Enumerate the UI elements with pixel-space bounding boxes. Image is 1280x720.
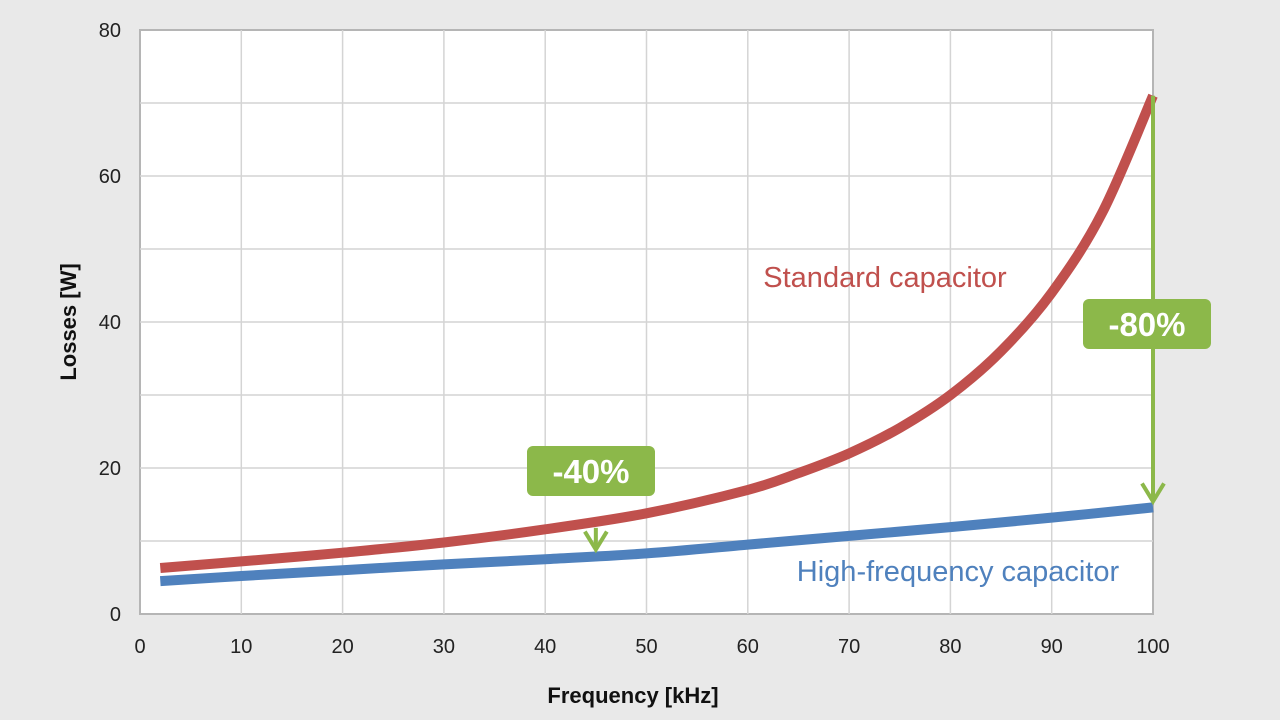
- grid: [140, 30, 1153, 614]
- x-tick-label: 90: [1041, 636, 1063, 658]
- y-tick-label: 60: [99, 166, 121, 188]
- x-tick-label: 10: [230, 636, 252, 658]
- x-axis-ticks: 0 10 20 30 40 50 60 70 80 90 100: [134, 636, 1169, 658]
- x-tick-label: 80: [939, 636, 961, 658]
- standard-capacitor-label: Standard capacitor: [763, 262, 1007, 294]
- x-tick-label: 40: [534, 636, 556, 658]
- annotation-layer: -40% -80%: [527, 95, 1211, 554]
- x-axis-title: Frequency [kHz]: [547, 683, 718, 708]
- x-tick-label: 0: [134, 636, 145, 658]
- high-frequency-capacitor-label: High-frequency capacitor: [797, 556, 1120, 588]
- y-axis-title: Losses [W]: [56, 263, 81, 380]
- callout-80-percent-box: [1083, 299, 1211, 349]
- x-tick-label: 20: [331, 636, 353, 658]
- x-tick-label: 60: [737, 636, 759, 658]
- y-tick-label: 20: [99, 458, 121, 480]
- callout-40-percent-box: [527, 446, 655, 496]
- callout-40-percent-arrow-head: [583, 530, 609, 554]
- callout-80-percent-arrow-head: [1140, 482, 1166, 506]
- series-layer: [159, 93, 1158, 587]
- y-tick-label: 80: [99, 20, 121, 42]
- x-tick-label: 50: [635, 636, 657, 658]
- y-tick-label: 0: [110, 604, 121, 626]
- x-tick-label: 30: [433, 636, 455, 658]
- y-axis-ticks: 0 20 40 60 80: [99, 20, 121, 626]
- high-frequency-capacitor-line: [160, 502, 1154, 587]
- x-tick-label: 100: [1136, 636, 1169, 658]
- standard-capacitor-line: [159, 93, 1158, 573]
- y-tick-label: 40: [99, 312, 121, 334]
- callout-40-percent-label: -40%: [552, 453, 629, 490]
- callout-80-percent-label: -80%: [1108, 306, 1185, 343]
- x-tick-label: 70: [838, 636, 860, 658]
